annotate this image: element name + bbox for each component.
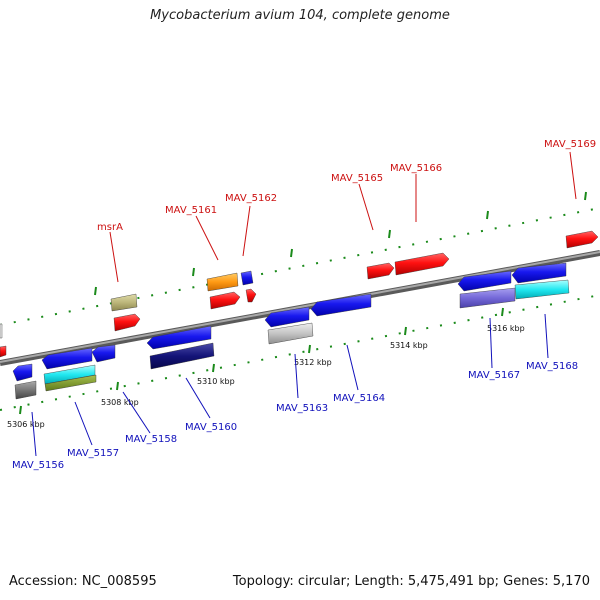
gene-feature[interactable] <box>264 306 310 328</box>
gene-label[interactable]: MAV_5161 <box>165 205 217 216</box>
scale-label: 5306 kbp <box>7 420 45 429</box>
gene-label[interactable]: MAV_5160 <box>185 422 237 433</box>
gene-label[interactable]: MAV_5156 <box>12 460 64 471</box>
gene-label[interactable]: MAV_5158 <box>125 434 177 445</box>
gene-feature[interactable] <box>457 270 512 292</box>
gene-feature[interactable] <box>146 325 212 350</box>
gene-feature[interactable] <box>511 262 567 284</box>
upper-leader-lines <box>109 151 577 283</box>
genome-backbone <box>0 250 600 366</box>
gene-label[interactable]: MAV_5164 <box>333 393 385 404</box>
gene-feature[interactable] <box>14 380 37 400</box>
scale-label: 5312 kbp <box>294 358 332 367</box>
gene-feature[interactable] <box>209 291 241 310</box>
gene-feature[interactable] <box>0 345 7 358</box>
upper-dotted-ruler <box>0 191 600 326</box>
gene-feature[interactable] <box>459 287 516 309</box>
gene-label[interactable]: MAV_5167 <box>468 370 520 381</box>
gene-feature[interactable] <box>0 323 3 339</box>
gene-feature[interactable] <box>310 293 372 317</box>
scale-label: 5310 kbp <box>197 377 235 386</box>
gene-feature[interactable] <box>206 272 239 292</box>
gene-feature[interactable] <box>366 262 395 280</box>
forward-features <box>0 230 599 358</box>
scale-label: 5308 kbp <box>101 398 139 407</box>
lower-leader-lines <box>31 313 549 457</box>
gene-feature[interactable] <box>267 322 314 345</box>
gene-feature[interactable] <box>113 313 141 332</box>
gene-feature[interactable] <box>12 363 33 382</box>
gene-label[interactable]: MAV_5168 <box>526 361 578 372</box>
accession-text: Accession: NC_008595 <box>9 574 157 589</box>
gene-feature[interactable] <box>240 270 254 286</box>
gene-label[interactable]: MAV_5166 <box>390 163 442 174</box>
gene-feature[interactable] <box>394 252 450 276</box>
scale-label: 5314 kbp <box>390 341 428 350</box>
gene-label[interactable]: MAV_5163 <box>276 403 328 414</box>
gene-label[interactable]: MAV_5157 <box>67 448 119 459</box>
gene-feature[interactable] <box>44 374 97 392</box>
gene-label[interactable]: MAV_5165 <box>331 173 383 184</box>
gene-label[interactable]: msrA <box>97 222 123 233</box>
gene-feature[interactable] <box>149 342 215 370</box>
reverse-features <box>12 262 570 400</box>
gene-label[interactable]: MAV_5169 <box>544 139 596 150</box>
gene-feature[interactable] <box>91 344 116 363</box>
gene-label[interactable]: MAV_5162 <box>225 193 277 204</box>
gene-feature[interactable] <box>514 279 570 300</box>
lower-dotted-ruler <box>0 294 600 415</box>
topology-text: Topology: circular; Length: 5,475,491 bp… <box>232 574 590 589</box>
gene-feature[interactable] <box>245 288 257 303</box>
gene-feature[interactable] <box>565 230 599 249</box>
gene-feature[interactable] <box>41 347 93 370</box>
gene-feature[interactable] <box>110 293 138 312</box>
map-title: Mycobacterium avium 104, complete genome <box>150 8 450 23</box>
scale-label: 5316 kbp <box>487 324 525 333</box>
